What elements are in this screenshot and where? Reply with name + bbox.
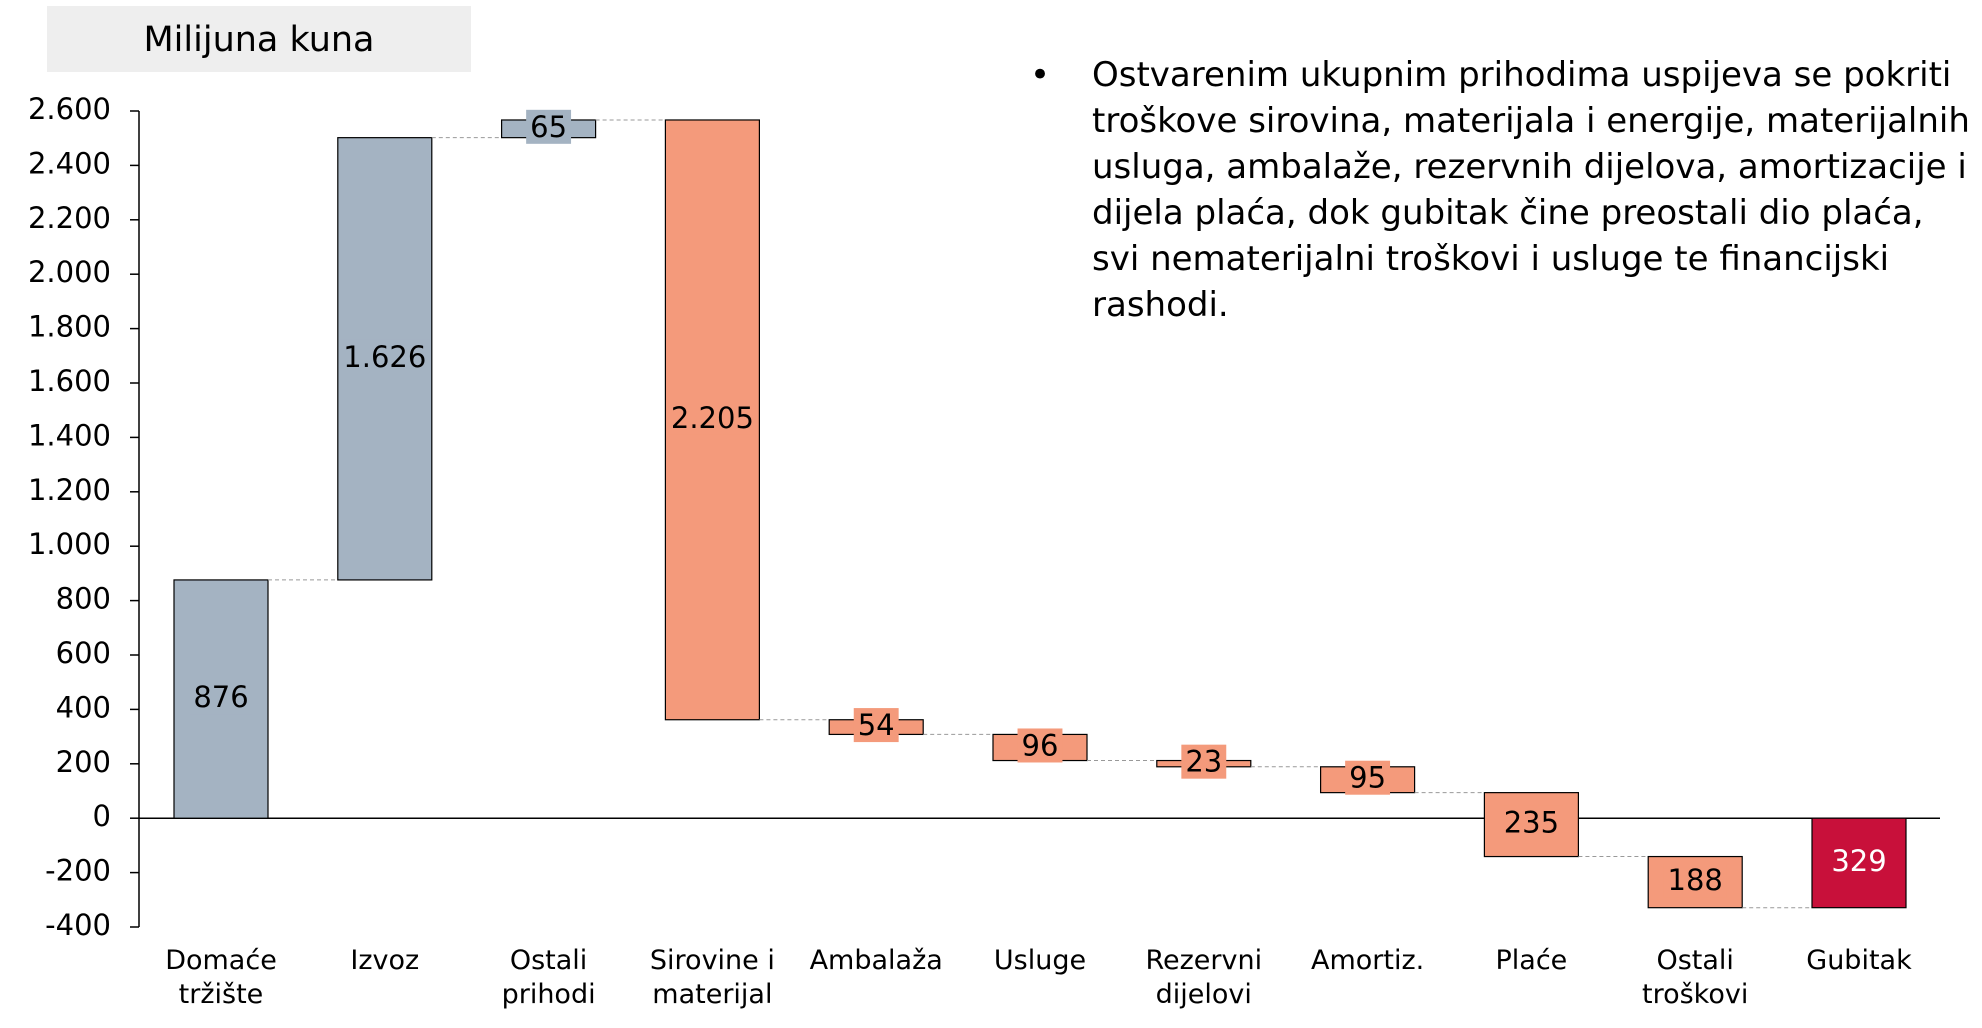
value-label-group: 329 [1827,843,1891,878]
value-label-group: 1.626 [339,339,431,374]
y-tick-label: 0 [93,799,111,833]
x-tick-label: Gubitak [1806,945,1912,976]
y-tick-label: 1.200 [28,473,111,507]
x-tick-label: Domaće tržište [165,945,277,1010]
value-label: 65 [530,110,567,144]
value-label-bg [1345,760,1391,795]
x-tick-label: Izvoz [350,945,420,976]
value-label-bg [526,109,572,144]
value-label: 1.626 [343,340,426,374]
y-tick-label: -200 [45,854,111,888]
value-label-bg [1017,728,1063,763]
y-tick-label: 800 [56,582,111,616]
value-label-group: 876 [189,680,253,715]
value-label-bg [189,680,253,715]
value-label: 23 [1185,745,1222,779]
value-label: 2.205 [671,401,754,435]
value-label-group: 65 [526,109,572,144]
value-label-group: 23 [1181,744,1227,779]
value-label: 96 [1022,728,1059,762]
x-tick-label: Plaće [1495,945,1568,976]
y-tick-label: -400 [45,908,111,942]
bullet: Ostvarenim ukupnim prihodima uspijeva se… [1030,52,1970,328]
value-label-group: 54 [853,708,899,743]
value-label-bg [1181,744,1227,779]
value-label-group: 235 [1499,805,1564,840]
y-tick-label: 200 [56,745,111,779]
value-label-bg [666,400,758,435]
y-tick-label: 600 [56,636,111,670]
y-tick-label: 2.400 [28,146,111,180]
y-tick-label: 2.600 [28,92,111,126]
x-tick-label: Ostali prihodi [501,945,596,1010]
y-tick-label: 400 [56,690,111,724]
y-tick-label: 1.400 [28,418,111,452]
y-tick-label: 1.600 [28,364,111,398]
x-tick-label: Rezervni dijelovi [1145,945,1263,1010]
value-label: 54 [858,708,895,742]
title-box: Milijuna kuna [47,6,471,72]
x-tick-label: Ambalaža [809,945,943,976]
value-label: 188 [1668,863,1723,897]
x-tick-label: Usluge [993,945,1087,976]
value-label-group: 96 [1017,728,1063,763]
y-tick-label: 1.800 [28,310,111,344]
x-tick-label: Amortiz. [1310,945,1425,976]
value-label: 95 [1349,761,1386,795]
value-label: 329 [1831,844,1886,878]
value-label-bg [1663,863,1727,898]
value-label-group: 2.205 [666,400,758,435]
x-tick-label: Sirovine i materijal [649,945,775,1010]
value-label-bg [1827,843,1891,878]
value-label-group: 95 [1345,760,1391,795]
value-label: 876 [193,680,248,714]
value-label-bg [1499,805,1564,840]
value-label-bg [339,339,431,374]
bullet-list: Ostvarenim ukupnim prihodima uspijeva se… [1010,52,1970,328]
y-tick-label: 1.000 [28,527,111,561]
value-label-bg [853,708,899,743]
x-tick-label: Ostali troškovi [1642,945,1749,1010]
chart-title: Milijuna kuna [143,20,375,60]
value-label: 235 [1504,806,1559,840]
y-tick-label: 2.200 [28,201,111,235]
value-label-group: 188 [1663,863,1727,898]
y-tick-label: 2.000 [28,255,111,289]
